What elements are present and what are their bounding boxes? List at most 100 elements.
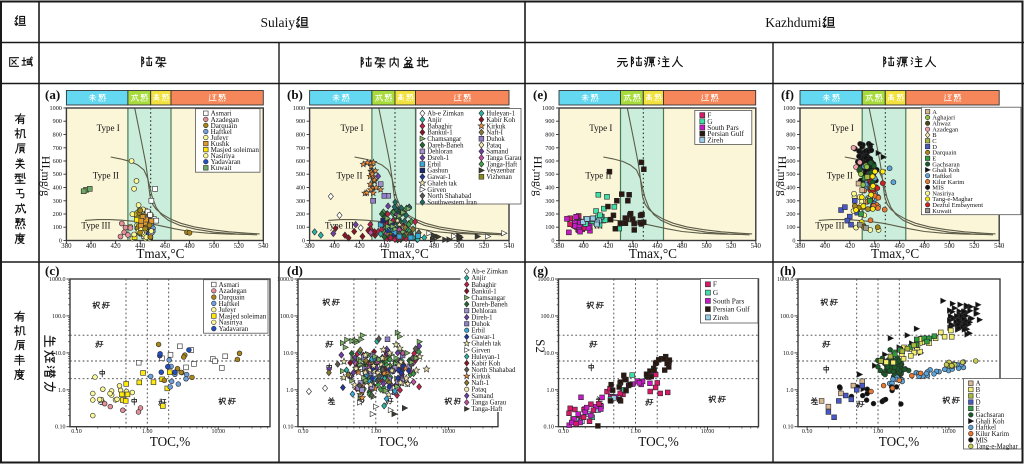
svg-text:1.0: 1.0	[786, 388, 794, 394]
svg-text:Kirkuk: Kirkuk	[486, 123, 506, 130]
svg-text:Haftkel: Haftkel	[932, 173, 952, 180]
svg-text:500: 500	[545, 171, 554, 178]
svg-text:B: B	[976, 387, 981, 394]
svg-text:1000.0: 1000.0	[538, 277, 555, 283]
svg-text:800: 800	[53, 132, 62, 139]
svg-text:900: 900	[786, 118, 795, 125]
svg-text:1000.0: 1000.0	[777, 277, 794, 283]
svg-text:Type I: Type I	[831, 123, 854, 133]
svg-text:Type III: Type III	[815, 221, 844, 231]
svg-text:700: 700	[786, 145, 795, 152]
svg-text:Dareh-Baneh: Dareh-Baneh	[471, 301, 508, 308]
svg-text:10.00: 10.00	[701, 429, 715, 435]
svg-text:480: 480	[184, 243, 195, 250]
svg-text:0.10: 0.10	[544, 425, 555, 431]
svg-text:800: 800	[296, 132, 305, 139]
svg-text:F: F	[707, 111, 711, 120]
svg-text:0: 0	[302, 238, 305, 245]
svg-text:Huleyan-1: Huleyan-1	[471, 354, 500, 361]
svg-text:Duhok: Duhok	[486, 136, 505, 143]
svg-text:Chamsangar: Chamsangar	[471, 295, 506, 302]
svg-text:HI,mg/g: HI,mg/g	[531, 156, 545, 196]
svg-text:Yadavaran: Yadavaran	[219, 325, 249, 333]
svg-text:Nasiriya: Nasiriya	[211, 152, 236, 160]
svg-text:100.0: 100.0	[541, 314, 555, 320]
svg-text:South Pars: South Pars	[707, 123, 739, 132]
svg-text:400: 400	[545, 185, 554, 192]
svg-text:Girven: Girven	[427, 187, 446, 194]
svg-text:300: 300	[296, 198, 305, 205]
svg-text:500: 500	[786, 171, 795, 178]
svg-text:400: 400	[578, 243, 589, 250]
svg-text:500: 500	[454, 243, 465, 250]
svg-text:600: 600	[786, 158, 795, 165]
svg-text:TOC,%: TOC,%	[150, 434, 190, 449]
svg-text:Type III: Type III	[81, 221, 110, 231]
svg-text:1.0: 1.0	[58, 388, 66, 394]
svg-text:Tmax,°C: Tmax,°C	[871, 246, 919, 261]
svg-text:Tang-e-Maghar: Tang-e-Maghar	[932, 196, 973, 203]
svg-text:380: 380	[61, 243, 72, 250]
svg-text:Sulaiy: Sulaiy	[260, 15, 295, 30]
svg-text:(f): (f)	[781, 87, 794, 102]
svg-text:Erbil: Erbil	[427, 161, 441, 168]
svg-text:Nasiriya: Nasiriya	[932, 190, 954, 197]
svg-text:400: 400	[820, 243, 831, 250]
svg-text:Girven: Girven	[471, 347, 490, 354]
svg-text:500: 500	[944, 243, 955, 250]
svg-text:900: 900	[53, 118, 62, 125]
svg-text:10.00: 10.00	[942, 429, 956, 435]
svg-text:D: D	[932, 144, 937, 151]
svg-text:Ab-e Zimkan: Ab-e Zimkan	[471, 269, 508, 276]
svg-text:Ghali Koh: Ghali Koh	[932, 167, 960, 174]
svg-text:Jufeyr: Jufeyr	[219, 306, 237, 314]
svg-text:E: E	[932, 156, 936, 163]
svg-text:900: 900	[545, 118, 554, 125]
svg-text:400: 400	[296, 185, 305, 192]
svg-text:Kuwait: Kuwait	[932, 208, 951, 215]
svg-text:B: B	[932, 132, 937, 139]
svg-text:Kabir Koh: Kabir Koh	[486, 117, 515, 124]
svg-text:Southwestern Iran: Southwestern Iran	[427, 200, 477, 207]
svg-text:10.0: 10.0	[544, 351, 555, 357]
svg-text:10.0: 10.0	[783, 351, 794, 357]
svg-text:420: 420	[603, 243, 614, 250]
svg-text:D: D	[976, 400, 981, 407]
svg-text:400: 400	[786, 185, 795, 192]
svg-text:380: 380	[795, 243, 806, 250]
svg-text:Azadegan: Azadegan	[211, 116, 240, 124]
svg-text:Naft-I: Naft-I	[486, 130, 503, 137]
svg-text:380: 380	[304, 243, 315, 250]
svg-text:Duhok: Duhok	[471, 321, 490, 328]
svg-text:300: 300	[786, 198, 795, 205]
svg-text:Tang-e-Maghar: Tang-e-Maghar	[976, 444, 1019, 451]
svg-text:Ahwaz: Ahwaz	[932, 121, 951, 128]
svg-text:1.00: 1.00	[142, 429, 153, 435]
svg-text:420: 420	[110, 243, 121, 250]
svg-text:Kirkuk: Kirkuk	[471, 374, 491, 381]
svg-text:0.10: 0.10	[558, 429, 569, 435]
svg-text:480: 480	[677, 243, 688, 250]
svg-text:Veyzenbar: Veyzenbar	[486, 168, 515, 175]
svg-text:Pataq: Pataq	[486, 142, 502, 149]
svg-text:Darquain: Darquain	[219, 294, 246, 302]
svg-text:Type II: Type II	[827, 171, 853, 181]
svg-text:Haftkel: Haftkel	[211, 128, 232, 136]
svg-text:(d): (d)	[287, 263, 303, 278]
svg-text:300: 300	[53, 198, 62, 205]
svg-text:520: 520	[479, 243, 490, 250]
svg-text:460: 460	[160, 243, 171, 250]
svg-text:540: 540	[258, 243, 269, 250]
svg-text:1000: 1000	[50, 105, 62, 112]
svg-text:300: 300	[545, 198, 554, 205]
svg-text:Ghaleh tak: Ghaleh tak	[427, 180, 457, 187]
svg-text:TOC,%: TOC,%	[879, 434, 919, 449]
svg-text:Type I: Type I	[340, 123, 363, 133]
svg-text:100: 100	[786, 224, 795, 231]
svg-text:0: 0	[792, 238, 795, 245]
svg-text:TOC,%: TOC,%	[378, 434, 418, 449]
svg-text:1000.0: 1000.0	[277, 277, 294, 283]
svg-text:HI,mg/g: HI,mg/g	[39, 156, 53, 196]
svg-text:540: 540	[994, 243, 1005, 250]
svg-text:440: 440	[135, 243, 146, 250]
